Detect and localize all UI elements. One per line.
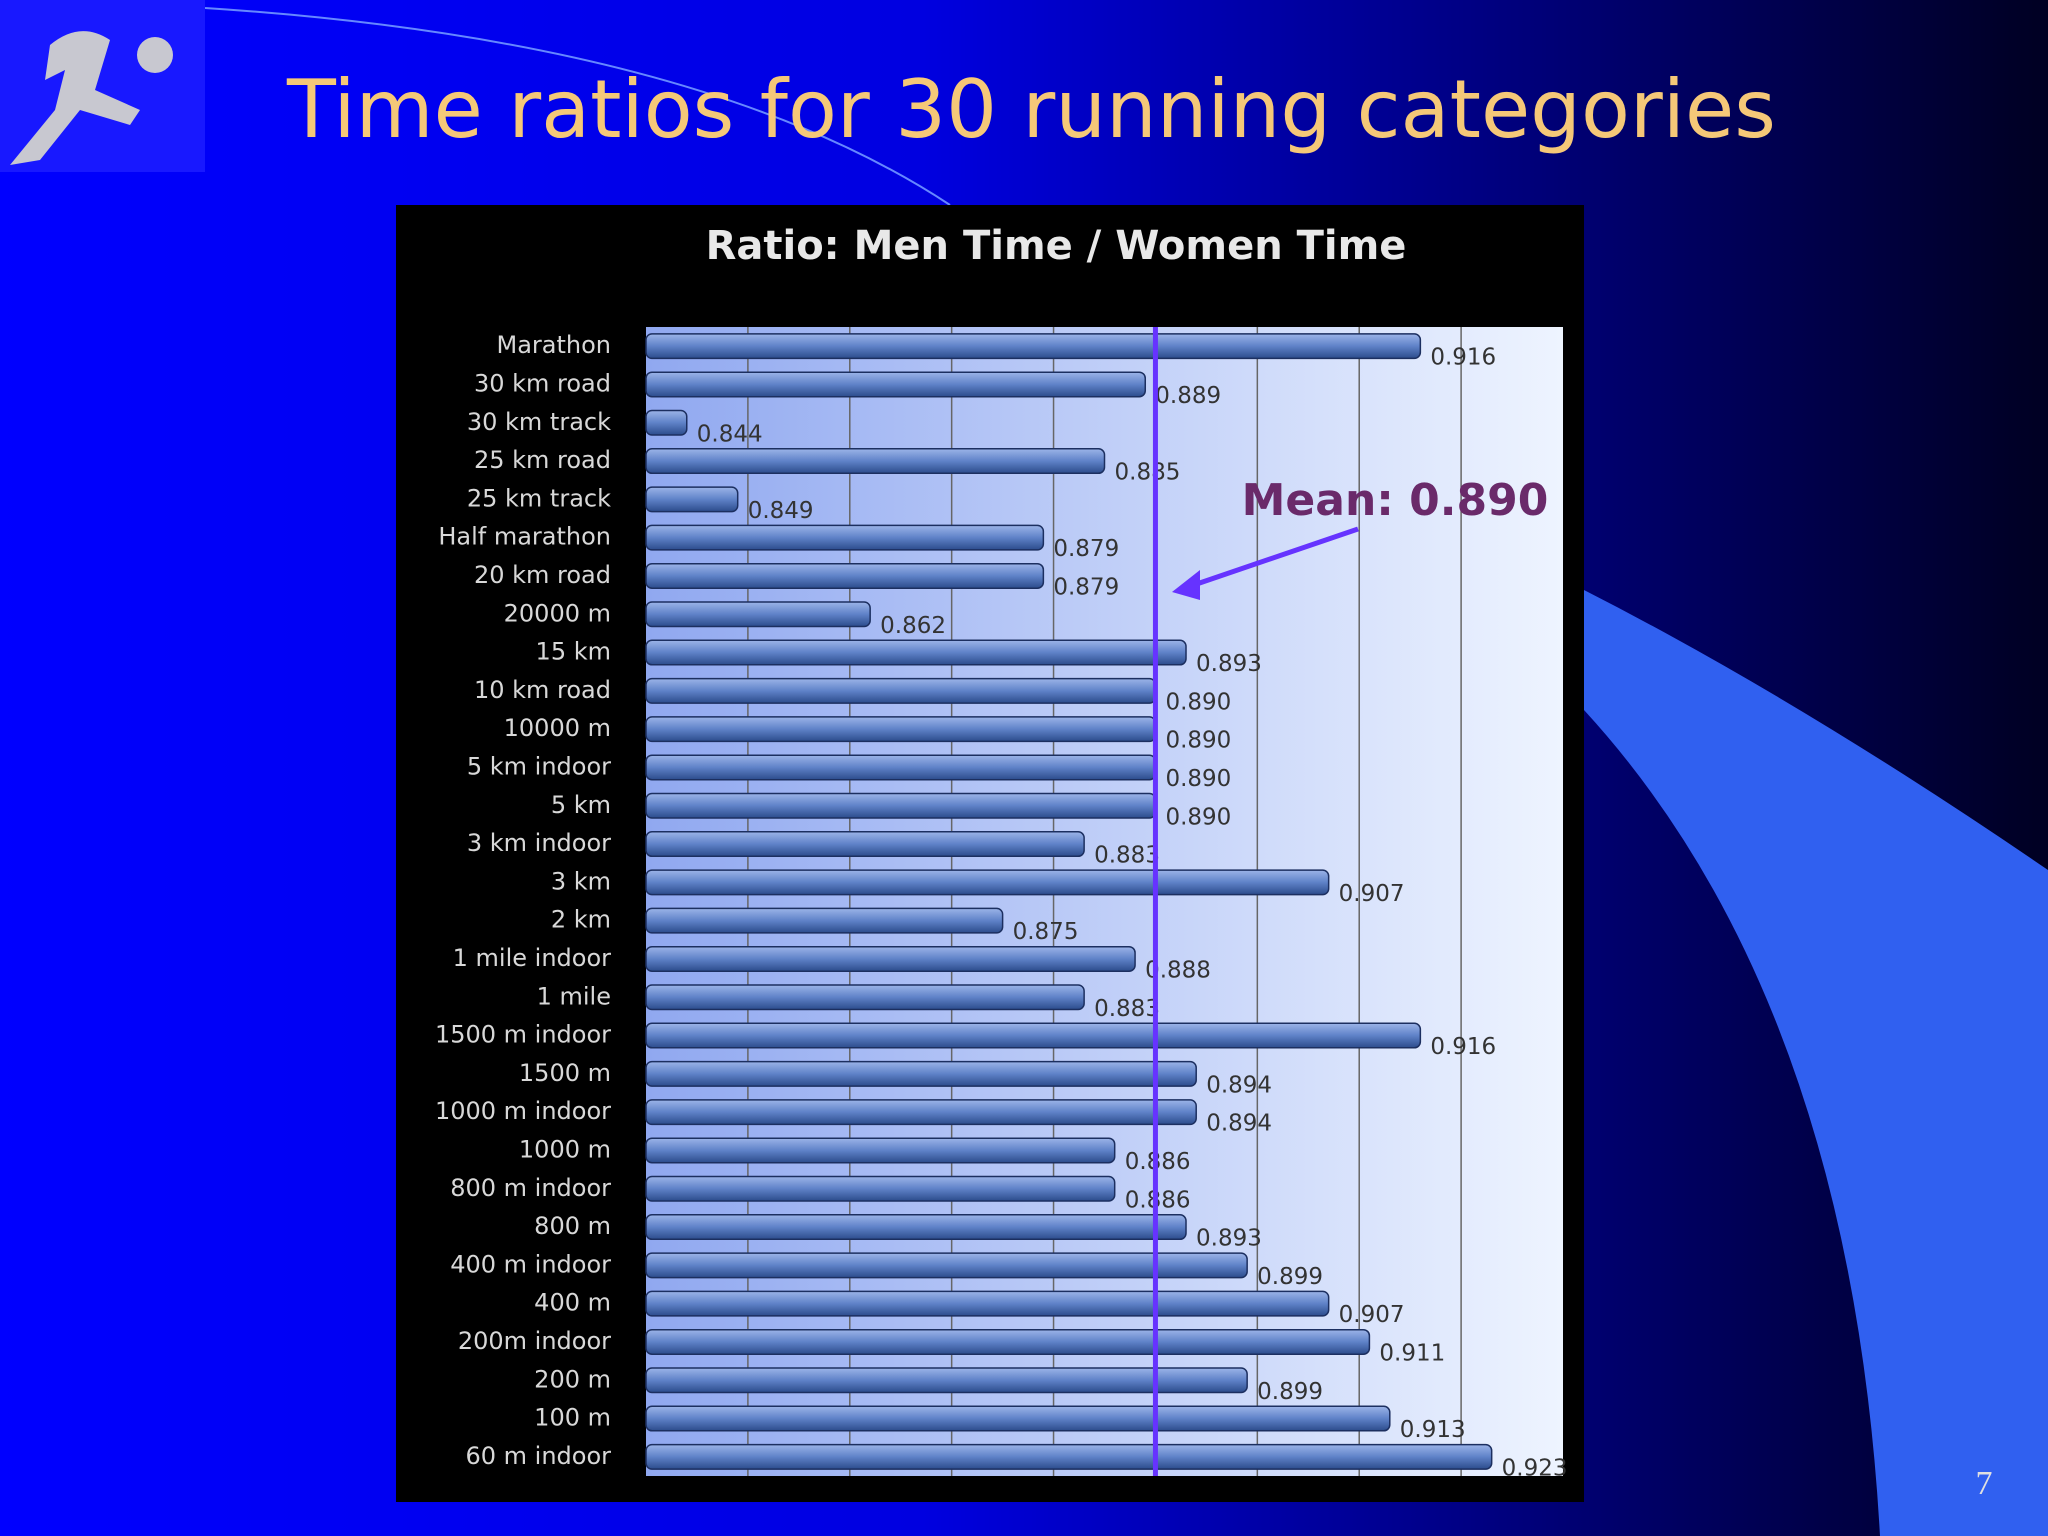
category-label: 30 km road [474, 369, 611, 397]
value-label: 0.907 [1339, 1302, 1405, 1328]
value-label: 0.883 [1094, 843, 1160, 869]
bar [645, 1367, 1248, 1394]
bar [645, 831, 1085, 858]
page-number: 7 [1976, 1465, 1993, 1502]
value-label: 0.844 [697, 421, 763, 447]
value-label: 0.916 [1430, 1034, 1496, 1060]
value-label: 0.916 [1430, 345, 1496, 371]
category-label: 100 m [534, 1404, 611, 1432]
category-label: 800 m indoor [450, 1174, 611, 1202]
bar [645, 1022, 1422, 1049]
runner-logo [10, 31, 173, 165]
value-label: 0.899 [1257, 1379, 1323, 1405]
bar [645, 1099, 1197, 1126]
bar [645, 716, 1157, 743]
category-label: 30 km track [467, 408, 611, 436]
value-label: 0.893 [1196, 1226, 1262, 1252]
category-label: 1500 m [519, 1059, 611, 1087]
mean-arrowhead [1172, 570, 1200, 600]
bar [645, 524, 1045, 551]
category-label: 25 km track [467, 484, 611, 512]
category-label: 5 km [551, 791, 611, 819]
value-label: 0.911 [1379, 1340, 1445, 1366]
bar [645, 1252, 1248, 1279]
bar [645, 1060, 1197, 1087]
category-label: 3 km indoor [467, 829, 611, 857]
value-label: 0.913 [1400, 1417, 1466, 1443]
arc [204, 7, 951, 206]
bar [645, 1214, 1187, 1241]
value-label: 0.907 [1339, 881, 1405, 907]
bar [645, 486, 739, 513]
bar [645, 1290, 1330, 1317]
mean-annotation: Mean: 0.890 [1242, 475, 1549, 526]
bar [645, 639, 1187, 666]
bar [645, 677, 1157, 704]
mean-arrow [1184, 526, 1359, 591]
value-label: 0.862 [880, 613, 946, 639]
value-label: 0.894 [1206, 1111, 1272, 1137]
category-label: 1 mile [537, 982, 611, 1010]
category-label: 5 km indoor [467, 752, 611, 780]
value-label: 0.890 [1165, 728, 1231, 754]
value-label: 0.899 [1257, 1264, 1323, 1290]
value-label: 0.885 [1115, 460, 1181, 486]
category-label: 10000 m [504, 714, 611, 742]
category-label: 3 km [551, 867, 611, 895]
bar [645, 907, 1004, 934]
category-label: 400 m indoor [450, 1250, 611, 1278]
bar [645, 792, 1157, 819]
bar [645, 448, 1106, 475]
category-label: 200 m [534, 1365, 611, 1393]
value-label: 0.879 [1053, 536, 1119, 562]
bar [645, 945, 1136, 972]
bar [645, 754, 1157, 781]
category-label: Marathon [496, 331, 611, 359]
bar [645, 1137, 1116, 1164]
value-label: 0.875 [1013, 919, 1079, 945]
bar [645, 333, 1422, 360]
value-label: 0.890 [1165, 766, 1231, 792]
bar [645, 869, 1330, 896]
plot-area [646, 327, 1563, 1476]
value-label: 0.883 [1094, 996, 1160, 1022]
category-label: 20 km road [474, 561, 611, 589]
bar [645, 371, 1147, 398]
category-label: 1 mile indoor [453, 944, 611, 972]
category-label: 25 km road [474, 446, 611, 474]
chart-title: Ratio: Men Time / Women Time [706, 223, 1407, 269]
category-label: 1500 m indoor [435, 1021, 611, 1049]
value-label: 0.849 [748, 498, 814, 524]
swoosh [1584, 590, 2048, 1536]
value-label: 0.879 [1053, 574, 1119, 600]
value-label: 0.890 [1165, 689, 1231, 715]
category-label: 800 m [534, 1212, 611, 1240]
bar [645, 409, 688, 436]
bar [645, 1443, 1493, 1470]
value-label: 0.923 [1502, 1455, 1568, 1481]
bar [645, 601, 871, 628]
bar [645, 1328, 1371, 1355]
category-label: 60 m indoor [465, 1442, 611, 1470]
category-label: 1000 m [519, 1135, 611, 1163]
value-label: 0.890 [1165, 804, 1231, 830]
category-label: Half marathon [438, 523, 611, 551]
category-label: 2 km [551, 906, 611, 934]
bar [645, 1405, 1391, 1432]
category-label: 20000 m [504, 599, 611, 627]
bar [645, 984, 1085, 1011]
category-label: 10 km road [474, 676, 611, 704]
value-label: 0.889 [1155, 383, 1221, 409]
category-label: 200m indoor [458, 1327, 611, 1355]
bar [645, 1175, 1116, 1202]
category-label: 1000 m indoor [435, 1097, 611, 1125]
value-label: 0.894 [1206, 1072, 1272, 1098]
bar [645, 562, 1045, 589]
slide-title: Time ratios for 30 running categories [286, 63, 1776, 156]
category-label: 400 m [534, 1289, 611, 1317]
value-label: 0.893 [1196, 651, 1262, 677]
category-label: 15 km [536, 638, 611, 666]
